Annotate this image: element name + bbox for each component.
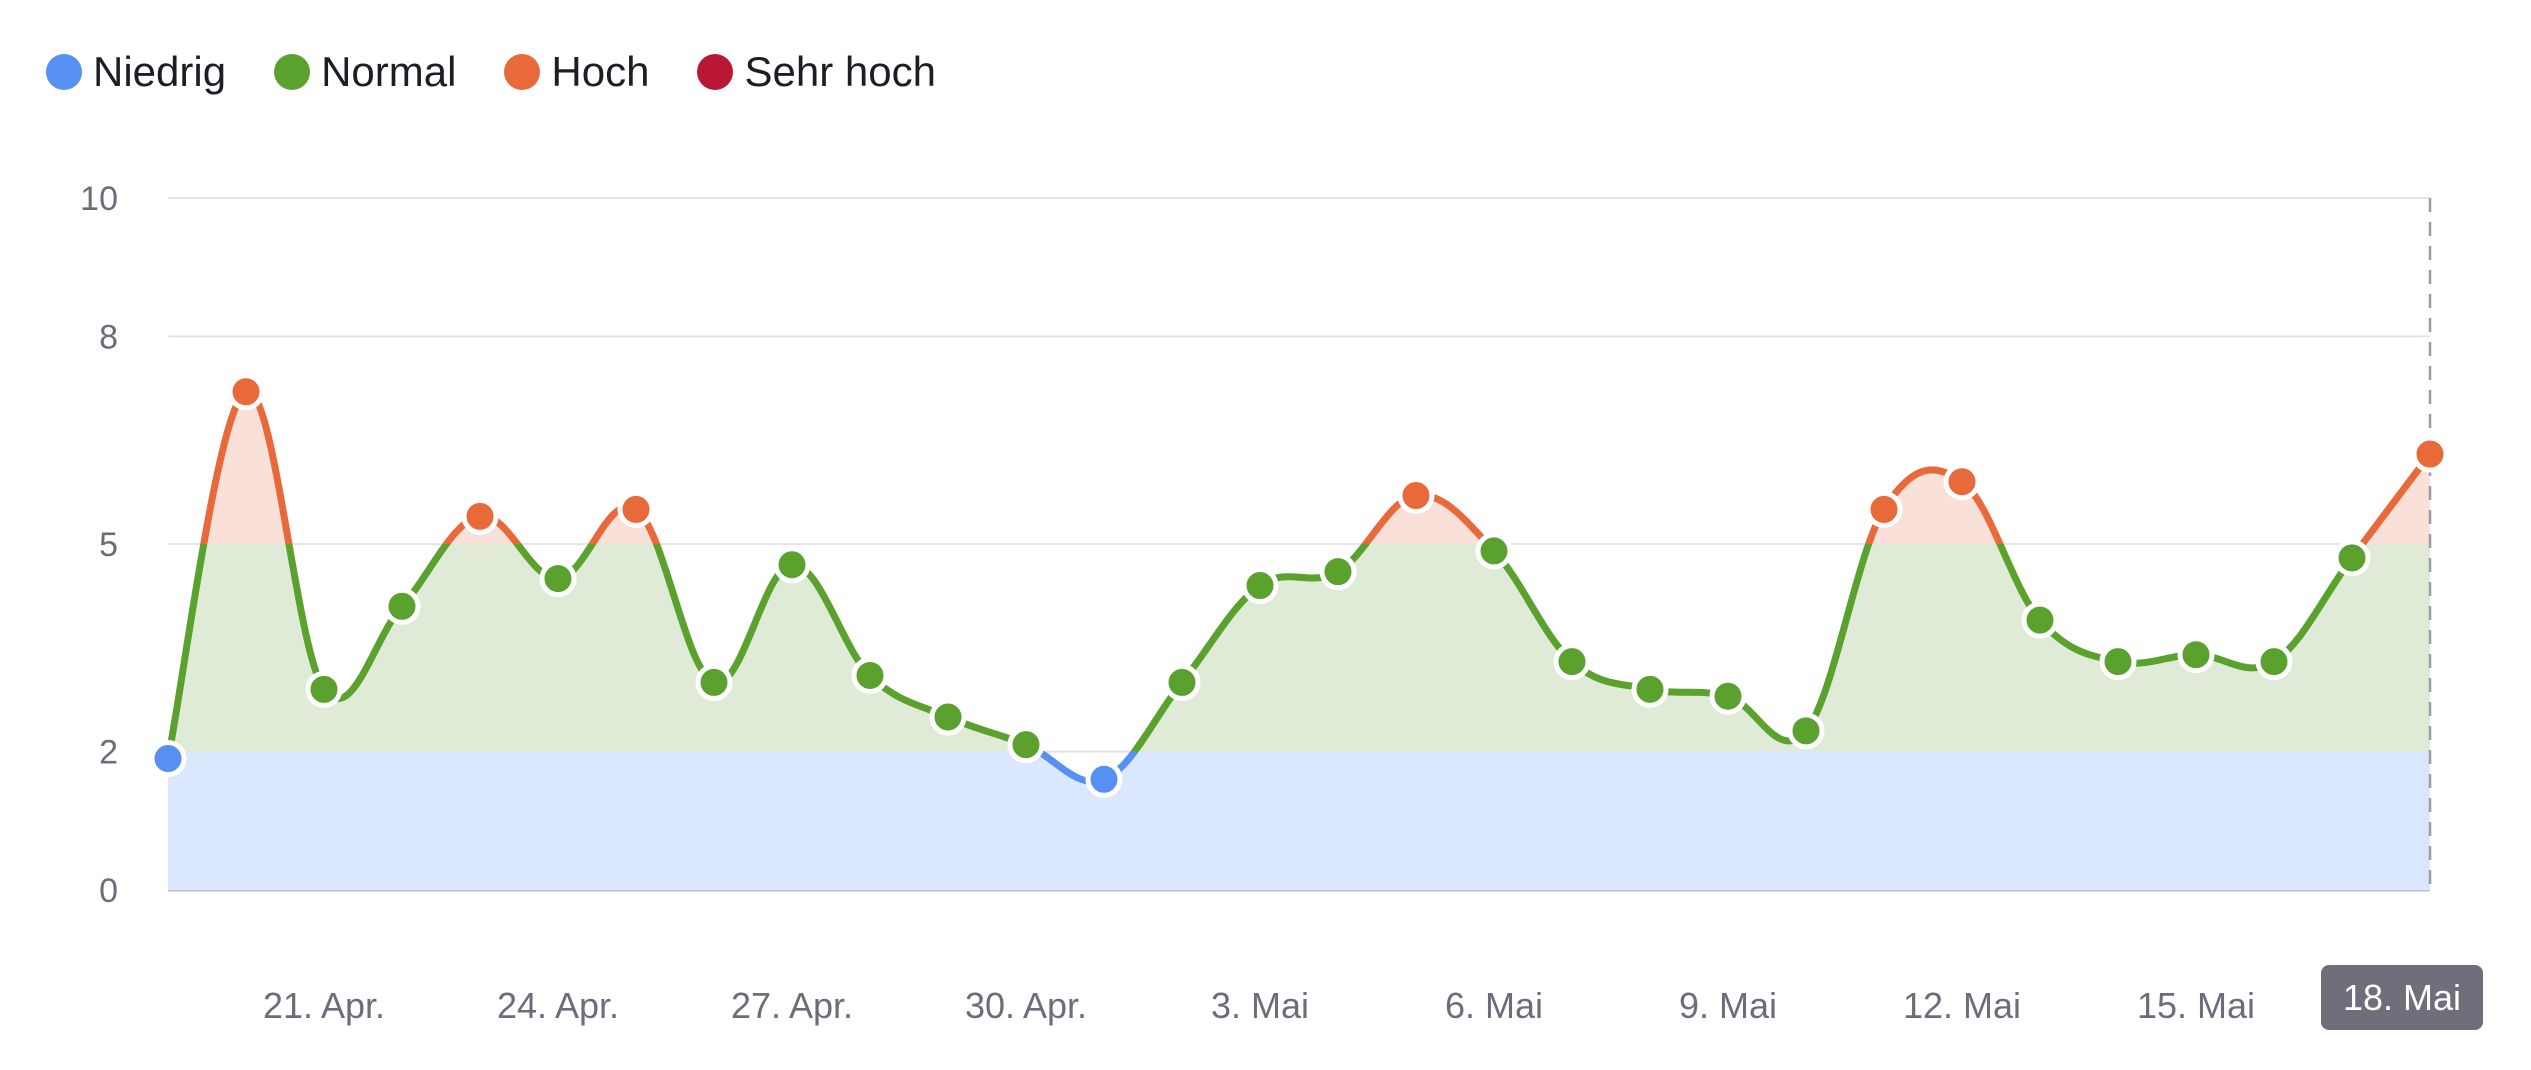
data-point[interactable] [2411, 435, 2449, 473]
series-line [165, 544, 2367, 752]
y-axis-tick-label: 8 [99, 318, 118, 356]
area-fill-niedrig [168, 751, 2430, 890]
data-point[interactable] [1397, 477, 1435, 515]
data-point[interactable] [2333, 539, 2371, 577]
data-point[interactable] [1631, 670, 1669, 708]
x-axis-tick-label: 3. Mai [1211, 985, 1309, 1026]
data-point[interactable] [1709, 677, 1747, 715]
data-point[interactable] [695, 663, 733, 701]
data-point[interactable] [2021, 601, 2059, 639]
y-axis-tick-label: 0 [99, 872, 118, 910]
data-point[interactable] [617, 490, 655, 528]
data-point[interactable] [2177, 636, 2215, 674]
x-axis-tick-label: 27. Apr. [731, 985, 853, 1026]
data-point[interactable] [773, 546, 811, 584]
legend-dot-icon [46, 54, 82, 90]
x-axis-highlight-label: 18. Mai [2321, 965, 2483, 1030]
legend-item-hoch[interactable]: Hoch [504, 48, 649, 96]
y-axis-tick-label: 2 [99, 734, 118, 772]
x-axis-tick-label: 15. Mai [2137, 985, 2255, 1026]
x-axis-tick-label: 30. Apr. [965, 985, 1087, 1026]
data-point[interactable] [1865, 490, 1903, 528]
data-point[interactable] [1085, 760, 1123, 798]
chart-legend: Niedrig Normal Hoch Sehr hoch [46, 44, 984, 100]
x-axis-tick-label: 9. Mai [1679, 985, 1777, 1026]
legend-dot-icon [274, 54, 311, 90]
legend-label: Niedrig [93, 48, 227, 95]
y-axis-tick-label: 10 [80, 180, 118, 218]
legend-label: Normal [321, 48, 457, 95]
legend-item-niedrig[interactable]: Niedrig [46, 48, 226, 96]
legend-dot-icon [697, 54, 734, 90]
data-point[interactable] [1319, 553, 1357, 591]
data-point[interactable] [1241, 567, 1279, 605]
data-point[interactable] [1163, 663, 1201, 701]
legend-label: Hoch [551, 48, 650, 95]
data-point[interactable] [2099, 643, 2137, 681]
x-axis-tick-label: 24. Apr. [497, 985, 619, 1026]
data-point[interactable] [1007, 726, 1045, 764]
data-point[interactable] [383, 587, 421, 625]
data-point[interactable] [227, 373, 265, 411]
legend-label: Sehr hoch [744, 48, 936, 95]
data-point[interactable] [539, 560, 577, 598]
data-point[interactable] [1943, 463, 1981, 501]
x-axis-tick-label: 6. Mai [1445, 985, 1543, 1026]
legend-item-normal[interactable]: Normal [274, 48, 456, 96]
data-point[interactable] [1787, 712, 1825, 750]
data-point[interactable] [1475, 532, 1513, 570]
data-point[interactable] [929, 698, 967, 736]
data-point[interactable] [851, 656, 889, 694]
data-point[interactable] [461, 497, 499, 535]
legend-dot-icon [504, 54, 541, 90]
data-point[interactable] [305, 670, 343, 708]
series-line [200, 388, 2434, 544]
legend-item-sehr-hoch[interactable]: Sehr hoch [697, 48, 936, 96]
data-point[interactable] [149, 740, 187, 778]
area-fill-normal [169, 544, 2430, 752]
x-axis-tick-label: 21. Apr. [263, 985, 385, 1026]
data-point[interactable] [1553, 643, 1591, 681]
data-point[interactable] [2255, 643, 2293, 681]
x-axis-tick-label: 12. Mai [1903, 985, 2021, 1026]
y-axis-tick-label: 5 [99, 526, 118, 564]
